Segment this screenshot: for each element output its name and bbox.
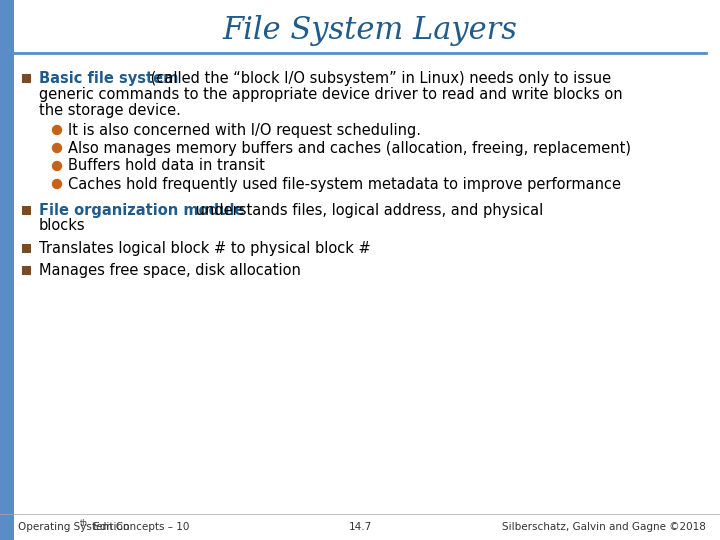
- Text: generic commands to the appropriate device driver to read and write blocks on: generic commands to the appropriate devi…: [39, 86, 623, 102]
- Text: Also manages memory buffers and caches (allocation, freeing, replacement): Also manages memory buffers and caches (…: [68, 140, 631, 156]
- Text: File organization module: File organization module: [39, 202, 245, 218]
- Text: Buffers hold data in transit: Buffers hold data in transit: [68, 159, 265, 173]
- Text: blocks: blocks: [39, 219, 86, 233]
- Circle shape: [53, 179, 61, 188]
- Text: the storage device.: the storage device.: [39, 103, 181, 118]
- Bar: [22, 266, 31, 274]
- Bar: [22, 244, 31, 253]
- Text: (called the “block I/O subsystem” in Linux) needs only to issue: (called the “block I/O subsystem” in Lin…: [146, 71, 611, 85]
- Bar: [0, 0, 14, 540]
- Bar: [22, 206, 31, 214]
- Text: It is also concerned with I/O request scheduling.: It is also concerned with I/O request sc…: [68, 123, 421, 138]
- Text: Silberschatz, Galvin and Gagne ©2018: Silberschatz, Galvin and Gagne ©2018: [502, 522, 706, 532]
- Text: Basic file system: Basic file system: [39, 71, 179, 85]
- Circle shape: [53, 125, 61, 134]
- Text: Translates logical block # to physical block #: Translates logical block # to physical b…: [39, 240, 371, 255]
- Text: Operating System Concepts – 10: Operating System Concepts – 10: [18, 522, 189, 532]
- Text: Edition: Edition: [90, 522, 130, 532]
- Text: understands files, logical address, and physical: understands files, logical address, and …: [191, 202, 544, 218]
- Bar: [22, 73, 31, 83]
- Circle shape: [53, 144, 61, 152]
- Text: Manages free space, disk allocation: Manages free space, disk allocation: [39, 262, 301, 278]
- Text: 14.7: 14.7: [348, 522, 372, 532]
- Text: Caches hold frequently used file-system metadata to improve performance: Caches hold frequently used file-system …: [68, 177, 621, 192]
- Text: th: th: [80, 518, 88, 528]
- Circle shape: [53, 161, 61, 171]
- Text: File System Layers: File System Layers: [222, 15, 518, 45]
